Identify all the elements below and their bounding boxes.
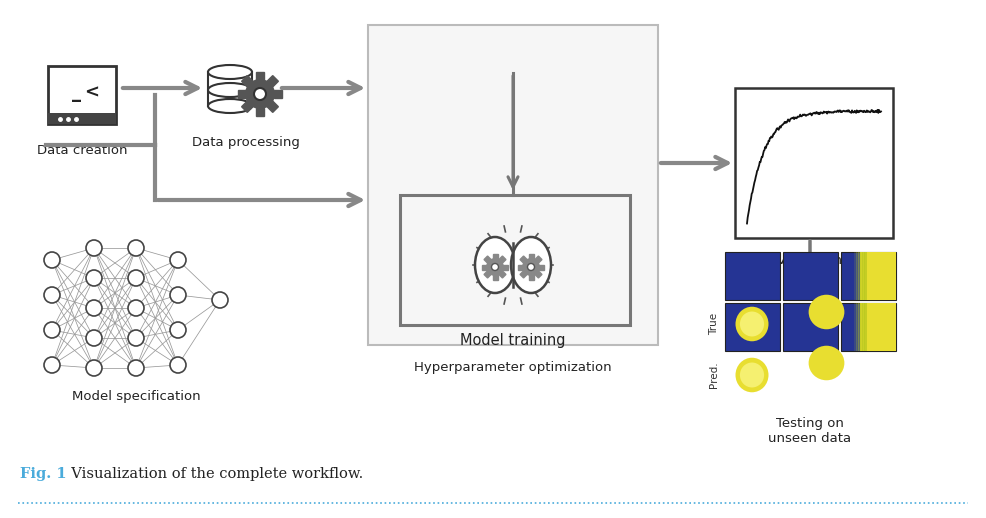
Bar bbox=[856, 303, 859, 351]
Bar bbox=[864, 303, 867, 351]
Circle shape bbox=[491, 264, 499, 270]
Ellipse shape bbox=[740, 311, 764, 337]
Bar bbox=[856, 252, 859, 300]
Circle shape bbox=[44, 322, 60, 338]
Polygon shape bbox=[274, 90, 282, 98]
Circle shape bbox=[212, 292, 228, 308]
Polygon shape bbox=[520, 271, 528, 278]
Text: Fig. 1: Fig. 1 bbox=[20, 467, 67, 481]
Text: Model specification: Model specification bbox=[72, 390, 200, 403]
Text: Validation: Validation bbox=[777, 254, 843, 267]
Polygon shape bbox=[539, 265, 544, 269]
Bar bbox=[864, 252, 867, 300]
Bar bbox=[208, 72, 252, 106]
Polygon shape bbox=[528, 254, 533, 259]
Polygon shape bbox=[534, 271, 542, 278]
Polygon shape bbox=[528, 275, 533, 280]
Polygon shape bbox=[518, 265, 523, 269]
Text: Data processing: Data processing bbox=[192, 136, 300, 149]
Circle shape bbox=[44, 357, 60, 373]
Ellipse shape bbox=[208, 83, 252, 97]
Bar bbox=[783, 303, 837, 351]
Bar bbox=[860, 252, 863, 300]
Polygon shape bbox=[520, 256, 528, 263]
Bar bbox=[860, 252, 895, 300]
Circle shape bbox=[44, 252, 60, 268]
Text: <: < bbox=[85, 84, 100, 102]
Polygon shape bbox=[242, 76, 253, 87]
Bar bbox=[860, 303, 863, 351]
Circle shape bbox=[254, 88, 266, 100]
Polygon shape bbox=[256, 72, 264, 80]
Text: _: _ bbox=[72, 84, 81, 102]
Bar bbox=[725, 252, 780, 300]
Text: Model training: Model training bbox=[460, 333, 566, 348]
Circle shape bbox=[486, 258, 504, 276]
Ellipse shape bbox=[208, 65, 252, 79]
Polygon shape bbox=[267, 76, 278, 87]
Circle shape bbox=[245, 79, 275, 109]
Text: True: True bbox=[710, 313, 720, 335]
Text: Pred.: Pred. bbox=[710, 362, 720, 388]
Polygon shape bbox=[492, 254, 498, 259]
Circle shape bbox=[128, 360, 144, 376]
Polygon shape bbox=[267, 101, 278, 112]
Ellipse shape bbox=[511, 237, 551, 293]
Ellipse shape bbox=[740, 363, 764, 387]
Polygon shape bbox=[484, 256, 491, 263]
Ellipse shape bbox=[736, 307, 768, 341]
Bar bbox=[862, 303, 865, 351]
Polygon shape bbox=[256, 108, 264, 116]
Polygon shape bbox=[484, 271, 491, 278]
Text: Hyperparameter optimization: Hyperparameter optimization bbox=[414, 361, 611, 374]
Circle shape bbox=[170, 357, 186, 373]
Bar bbox=[840, 252, 895, 300]
Polygon shape bbox=[482, 265, 487, 269]
Text: Data creation: Data creation bbox=[36, 144, 127, 157]
Circle shape bbox=[128, 300, 144, 316]
Bar bbox=[840, 303, 895, 351]
Bar bbox=[48, 113, 116, 124]
Bar bbox=[862, 252, 865, 300]
Ellipse shape bbox=[208, 99, 252, 113]
Bar bbox=[400, 195, 630, 325]
Circle shape bbox=[522, 258, 540, 276]
Circle shape bbox=[86, 330, 102, 346]
Circle shape bbox=[128, 270, 144, 286]
Circle shape bbox=[170, 287, 186, 303]
Bar bbox=[860, 303, 895, 351]
Polygon shape bbox=[242, 101, 253, 112]
Circle shape bbox=[86, 270, 102, 286]
Ellipse shape bbox=[736, 358, 768, 392]
Circle shape bbox=[528, 264, 534, 270]
Circle shape bbox=[86, 360, 102, 376]
Circle shape bbox=[128, 240, 144, 256]
Bar bbox=[735, 88, 893, 238]
Bar bbox=[48, 66, 116, 124]
Ellipse shape bbox=[809, 295, 844, 329]
Ellipse shape bbox=[809, 346, 844, 380]
Polygon shape bbox=[499, 271, 506, 278]
Polygon shape bbox=[503, 265, 508, 269]
Bar bbox=[858, 303, 861, 351]
Ellipse shape bbox=[475, 237, 515, 293]
Circle shape bbox=[170, 322, 186, 338]
Bar bbox=[858, 252, 861, 300]
Text: Visualization of the complete workflow.: Visualization of the complete workflow. bbox=[62, 467, 363, 481]
Bar bbox=[368, 25, 658, 345]
Bar bbox=[854, 303, 857, 351]
Bar bbox=[783, 252, 837, 300]
Bar bbox=[725, 303, 780, 351]
Polygon shape bbox=[492, 275, 498, 280]
Polygon shape bbox=[534, 256, 542, 263]
Bar bbox=[854, 252, 857, 300]
Polygon shape bbox=[499, 256, 506, 263]
Circle shape bbox=[86, 300, 102, 316]
Circle shape bbox=[86, 240, 102, 256]
Circle shape bbox=[170, 252, 186, 268]
Circle shape bbox=[128, 330, 144, 346]
Polygon shape bbox=[238, 90, 246, 98]
Circle shape bbox=[44, 287, 60, 303]
Text: Testing on
unseen data: Testing on unseen data bbox=[768, 417, 852, 445]
